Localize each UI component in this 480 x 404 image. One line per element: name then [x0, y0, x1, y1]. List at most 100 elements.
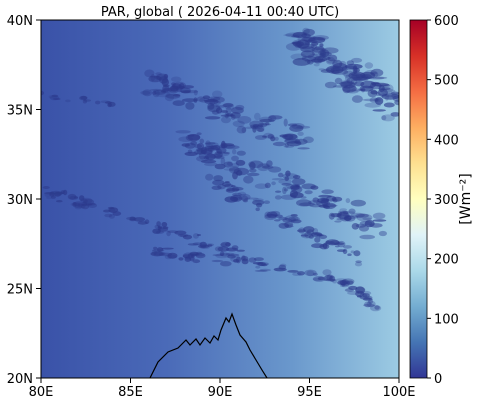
colorbar-tick-label: 200: [434, 253, 459, 268]
cloud-patch: [330, 68, 335, 73]
cloud-patch: [340, 211, 355, 214]
cloud-patch: [215, 151, 230, 157]
cloud-patch: [175, 130, 191, 134]
cloud-patch: [372, 76, 388, 79]
map-title: PAR, global ( 2026-04-11 00:40 UTC): [101, 5, 339, 20]
y-tick-label: 20N: [7, 372, 33, 387]
cloud-patch: [200, 149, 213, 155]
cloud-patch: [348, 71, 366, 80]
cloud-patch: [236, 150, 246, 156]
cloud-patch: [156, 230, 164, 234]
cloud-patch: [129, 218, 137, 222]
cloud-patch: [221, 116, 231, 124]
cloud-patch: [287, 270, 299, 273]
colorbar-tick-label: 500: [434, 74, 459, 89]
cloud-patch: [384, 93, 389, 101]
cloud-patch: [366, 300, 376, 308]
cloud-patch: [322, 269, 332, 276]
cloud-patch: [271, 181, 276, 186]
cloud-patch: [195, 253, 206, 259]
cloud-patch: [74, 205, 82, 210]
cloud-patch: [300, 234, 309, 237]
cloud-patch: [355, 75, 361, 78]
cloud-patch: [144, 69, 155, 78]
cloud-patch: [187, 243, 199, 246]
cloud-patch: [79, 195, 85, 202]
cloud-patch: [353, 250, 361, 257]
cloud-patch: [171, 85, 185, 90]
cloud-patch: [364, 220, 375, 228]
cloud-patch: [334, 220, 342, 223]
cloud-patch: [339, 210, 349, 216]
cloud-patch: [327, 54, 338, 62]
cloud-patch: [355, 290, 365, 297]
x-tick-label: 90E: [208, 385, 233, 400]
cloud-patch: [164, 93, 175, 102]
cloud-patch: [51, 94, 59, 98]
cloud-patch: [196, 148, 204, 155]
cloud-patch: [284, 215, 299, 222]
cloud-patch: [248, 160, 264, 169]
y-axis: 40N 35N 30N 25N 20N: [7, 14, 41, 387]
cloud-patch: [333, 85, 348, 88]
cloud-patch: [332, 279, 338, 284]
cloud-patch: [217, 246, 230, 252]
cloud-patch: [215, 147, 227, 154]
cloud-patch: [360, 87, 366, 93]
cloud-patch: [72, 202, 81, 206]
cloud-patch: [53, 98, 61, 100]
cloud-patch: [230, 256, 243, 263]
cloud-patch: [223, 168, 236, 171]
cloud-patch: [207, 104, 221, 113]
cloud-patch: [364, 62, 374, 69]
cloud-patch: [347, 291, 360, 295]
cloud-patch: [162, 84, 170, 88]
cloud-patch: [332, 59, 343, 68]
cloud-patch: [108, 207, 119, 214]
cloud-patch: [315, 56, 331, 61]
cloud-patch: [70, 202, 80, 207]
cloud-patch: [212, 254, 224, 257]
cloud-patch: [394, 99, 399, 106]
cloud-patch: [390, 112, 399, 117]
cloud-patch: [176, 85, 183, 93]
cloud-patch: [252, 125, 257, 133]
cloud-patch: [223, 151, 231, 155]
cloud-bands: [41, 27, 399, 312]
cloud-patch: [261, 165, 274, 169]
cloud-patch: [303, 28, 315, 36]
cloud-patch: [227, 254, 236, 259]
cloud-patch: [249, 161, 256, 170]
cloud-patch: [79, 95, 88, 101]
colorbar-tick-label: 600: [434, 14, 459, 29]
cloud-patch: [184, 142, 196, 149]
cloud-patch: [266, 160, 273, 167]
x-tick-label: 80E: [29, 385, 54, 400]
cloud-patch: [231, 162, 240, 169]
cloud-patch: [285, 32, 303, 38]
cloud-patch: [155, 72, 162, 76]
cloud-patch: [297, 43, 315, 50]
cloud-patch: [255, 265, 261, 269]
cloud-patch: [233, 259, 240, 263]
cloud-patch: [255, 207, 260, 212]
cloud-patch: [156, 247, 164, 252]
cloud-patch: [220, 261, 232, 267]
cloud-patch: [225, 252, 235, 256]
cloud-patch: [252, 261, 264, 265]
colorbar-label: [Wm⁻²]: [458, 173, 474, 224]
cloud-patch: [291, 178, 306, 186]
cloud-patch: [292, 41, 304, 47]
cloud-patch: [233, 167, 250, 176]
x-tick-label: 95E: [297, 385, 322, 400]
cloud-patch: [290, 219, 302, 224]
cloud-patch: [316, 37, 326, 41]
cloud-patch: [73, 196, 78, 199]
cloud-patch: [215, 253, 230, 259]
cloud-patch: [284, 176, 290, 182]
cloud-patch: [259, 268, 271, 272]
cloud-patch: [232, 149, 237, 155]
cloud-patch: [359, 234, 376, 240]
cloud-patch: [72, 202, 77, 207]
